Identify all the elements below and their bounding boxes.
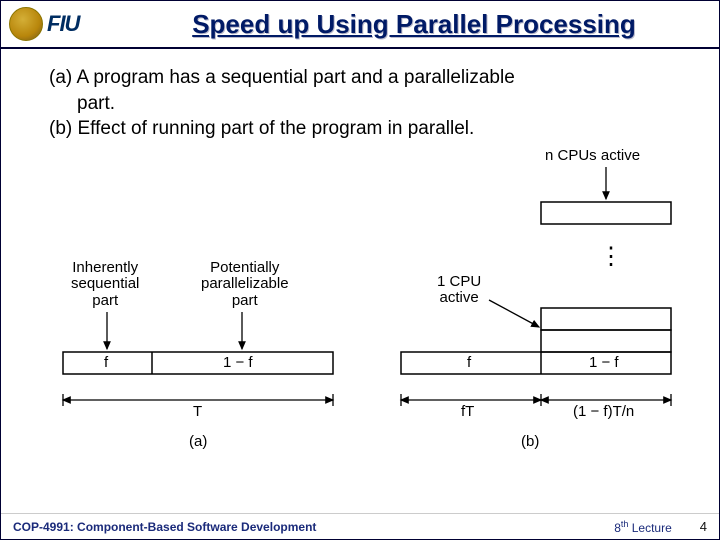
a-T: T [193,404,202,421]
page-title: Speed up Using Parallel Processing [119,9,719,40]
b-nT: (1 − f)T/n [573,404,634,421]
footer-ord: 8 [614,521,621,535]
caption-b: (b) [521,434,539,451]
footer-lecture: 8th Lecture [614,519,672,535]
page-number: 4 [700,519,707,534]
a-1mf: 1 − f [223,355,253,372]
line-b: (b) Effect of running part of the progra… [49,116,679,142]
a-f: f [104,355,108,372]
label-seq: Inherently sequential part [71,260,139,310]
label-ncpus: n CPUs active [545,148,640,165]
label-par-2: parallelizable [201,275,289,292]
label-par-3: part [232,292,258,309]
line-a-cont: part. [49,91,679,117]
label-par-1: Potentially [210,259,279,276]
line-a: (a) A program has a sequential part and … [49,65,679,91]
b-1mf: 1 − f [589,355,619,372]
label-seq-1: Inherently [72,259,138,276]
label-1cpu: 1 CPUactive [437,274,481,307]
footer-lec-label: Lecture [628,521,671,535]
diagram: n CPUs active Inherently sequential part… [1,152,719,472]
caption-a: (a) [189,434,207,451]
logo: FIU [9,7,119,41]
description-text: (a) A program has a sequential part and … [1,49,719,152]
footer: COP-4991: Component-Based Software Devel… [1,513,719,539]
logo-seal-icon [9,7,43,41]
logo-text: FIU [47,11,79,37]
header: FIU Speed up Using Parallel Processing [1,1,719,49]
label-seq-2: sequential [71,275,139,292]
label-par: Potentially parallelizable part [201,260,289,310]
dots-icon: ⋮ [599,244,625,270]
label-seq-3: part [92,292,118,309]
b-fT: fT [461,404,474,421]
diagram-svg [1,152,720,472]
b-f: f [467,355,471,372]
footer-course: COP-4991: Component-Based Software Devel… [13,520,316,534]
